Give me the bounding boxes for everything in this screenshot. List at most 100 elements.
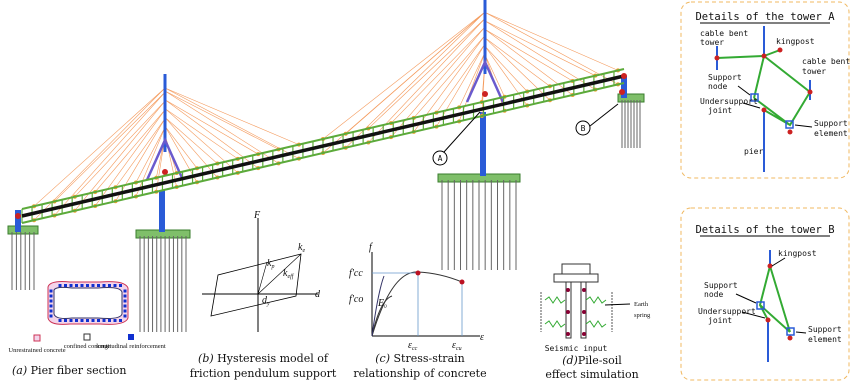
rebar xyxy=(108,284,111,287)
cable xyxy=(485,21,595,76)
rebar xyxy=(92,319,95,322)
fiber-section: Unrestrained concrete confined concrete … xyxy=(8,282,166,377)
svg-text:ke: ke xyxy=(298,242,305,254)
callout-label: B xyxy=(581,124,586,133)
rebar xyxy=(92,284,95,287)
label-sub: y xyxy=(266,301,270,307)
caption: Pile-soil xyxy=(578,354,622,367)
label: Support xyxy=(814,119,848,128)
node xyxy=(162,169,168,175)
caption: friction pendulum support xyxy=(190,367,337,380)
caption-label: (c) xyxy=(375,352,390,365)
label: tower xyxy=(802,67,826,76)
rebar xyxy=(124,310,127,313)
label-sub: p xyxy=(270,264,274,270)
label: kingpost xyxy=(776,37,815,46)
rebar xyxy=(81,319,84,322)
label: Support xyxy=(708,73,742,82)
rebar xyxy=(108,319,111,322)
node xyxy=(621,73,627,79)
label: pier xyxy=(744,147,763,156)
detail-title: Details of the tower B xyxy=(695,224,834,236)
svg-text:(a) Pier fiber section: (a) Pier fiber section xyxy=(12,364,126,377)
girder xyxy=(22,76,624,216)
label: E xyxy=(377,298,384,309)
caption-label: (a) xyxy=(12,364,27,377)
label: Support xyxy=(808,325,842,334)
label: cable bent xyxy=(700,29,748,38)
tower-a-detail: Details of the tower A cable bent tower … xyxy=(681,2,850,178)
svg-text:keff: keff xyxy=(283,268,295,280)
rebar xyxy=(50,290,53,293)
rebar xyxy=(70,284,73,287)
rebar xyxy=(97,284,100,287)
legend-label: longitudinal reinforcement xyxy=(96,343,166,350)
cable xyxy=(165,109,238,159)
caption: Stress-strain xyxy=(394,352,465,365)
caption: Hysteresis model of xyxy=(217,352,329,365)
figure: A B Unrestrained concrete confined concr… xyxy=(0,0,853,384)
svg-text:(b) Hysteresis model of: (b) Hysteresis model of xyxy=(198,352,329,365)
cable xyxy=(346,12,485,134)
rebar xyxy=(124,315,127,318)
caption-label: (b) xyxy=(198,352,214,365)
girder xyxy=(22,83,624,223)
caption: effect simulation xyxy=(545,368,638,381)
svg-text:εcu: εcu xyxy=(452,340,462,352)
rebar xyxy=(124,300,127,303)
cable xyxy=(485,38,550,100)
label: element xyxy=(808,335,842,344)
rebar xyxy=(64,284,67,287)
callout-label: A xyxy=(438,154,443,163)
rebar xyxy=(119,284,122,287)
svg-text:dy: dy xyxy=(262,295,270,307)
label: cable bent xyxy=(802,57,850,66)
rebar xyxy=(97,319,100,322)
rebar xyxy=(50,305,53,308)
caption: relationship of concrete xyxy=(353,367,486,380)
axis-label: f xyxy=(369,242,373,253)
cable xyxy=(391,27,485,123)
svg-text:εcc: εcc xyxy=(408,340,418,352)
label-sub: eff xyxy=(287,273,294,280)
node xyxy=(15,213,21,219)
svg-text:(c) Stress-strain: (c) Stress-strain xyxy=(375,352,464,365)
rebar xyxy=(114,319,117,322)
axis-label: F xyxy=(253,210,261,221)
rebar xyxy=(64,319,67,322)
cable xyxy=(165,88,299,145)
rebar xyxy=(59,319,62,322)
rebar xyxy=(86,319,89,322)
cable xyxy=(485,29,573,95)
rebar xyxy=(114,284,117,287)
cable xyxy=(485,29,573,81)
rebar xyxy=(50,300,53,303)
callout-b: B xyxy=(576,104,618,135)
cable xyxy=(485,12,618,84)
pile-soil-model: Earth spring Seismic input (d)Pile-soil … xyxy=(541,264,651,381)
rebar xyxy=(75,319,78,322)
girder xyxy=(22,69,624,209)
rebar xyxy=(50,310,53,313)
label: Seismic input xyxy=(545,344,608,353)
cable xyxy=(414,35,485,117)
label: spring xyxy=(634,312,651,319)
rebar xyxy=(70,319,73,322)
rebar xyxy=(75,284,78,287)
rebar xyxy=(59,284,62,287)
rebar xyxy=(103,284,106,287)
rebar xyxy=(103,319,106,322)
label: joint xyxy=(708,106,732,115)
rebar xyxy=(124,305,127,308)
rebar xyxy=(119,319,122,322)
label: Support xyxy=(704,281,738,290)
cable xyxy=(485,55,505,97)
axis-label: d xyxy=(315,289,321,300)
label: Earth xyxy=(634,301,649,308)
svg-text:(d)Pile-soil: (d)Pile-soil xyxy=(562,354,622,367)
caption: Pier fiber section xyxy=(31,364,127,377)
stress-strain-plot: f ε f'cc f'co E0 εcc εcu (c) Stress-stra… xyxy=(349,242,487,380)
node xyxy=(482,91,488,97)
label: element xyxy=(814,129,848,138)
label: node xyxy=(704,290,723,299)
